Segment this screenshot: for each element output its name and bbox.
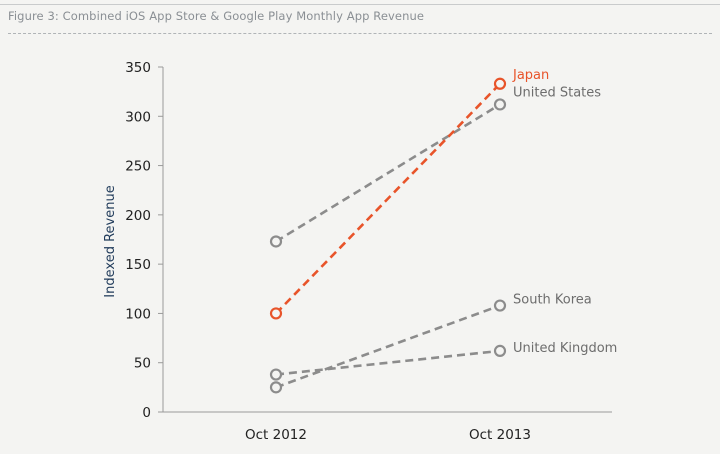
data-point-japan-0 — [269, 307, 283, 320]
x-tick-label: Oct 2013 — [469, 427, 531, 443]
series-label-united-states: United States — [513, 85, 601, 100]
series-line-south-korea — [275, 304, 501, 389]
y-tick-label: 100 — [125, 306, 151, 322]
series-label-south-korea: South Korea — [513, 293, 592, 308]
data-point-united-kingdom-1 — [493, 344, 507, 357]
data-point-united-states-1 — [493, 98, 507, 111]
y-tick-label: 300 — [125, 109, 151, 125]
series-line-japan — [275, 82, 501, 315]
figure-caption: Figure 3: Combined iOS App Store & Googl… — [8, 9, 425, 23]
y-tick-label: 350 — [125, 60, 151, 76]
chart-axes: 0 50 100 150 200 250 300 350 Oct 2012 Oct 2013 Ind… — [103, 60, 612, 443]
top-rule — [0, 4, 720, 5]
series-label-united-kingdom: United Kingdom — [513, 341, 617, 356]
y-tick-label: 150 — [125, 257, 151, 273]
x-tick-label: Oct 2012 — [245, 427, 307, 443]
data-point-japan-1 — [493, 77, 507, 90]
y-axis-title: Indexed Revenue — [103, 185, 118, 297]
data-point-united-kingdom-0 — [269, 368, 283, 381]
y-tick-label: 0 — [142, 405, 151, 421]
data-point-south-korea-0 — [269, 381, 283, 394]
caption-divider — [8, 33, 712, 34]
y-tick-label: 200 — [125, 208, 151, 224]
chart-labels: United States South Korea United Kingdom Ja… — [512, 68, 617, 356]
series-label-japan: Japan — [512, 68, 549, 83]
series-line-united-states — [275, 103, 501, 243]
data-point-south-korea-1 — [493, 299, 507, 312]
series-line-united-kingdom — [275, 349, 501, 376]
chart-series — [269, 77, 507, 394]
y-tick-label: 250 — [125, 159, 151, 175]
y-tick-label: 50 — [134, 356, 151, 372]
data-point-united-states-0 — [269, 235, 283, 248]
